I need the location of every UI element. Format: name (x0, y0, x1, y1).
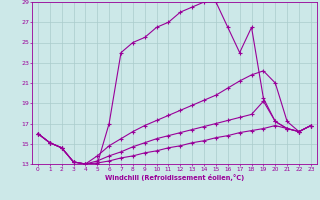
X-axis label: Windchill (Refroidissement éolien,°C): Windchill (Refroidissement éolien,°C) (105, 174, 244, 181)
